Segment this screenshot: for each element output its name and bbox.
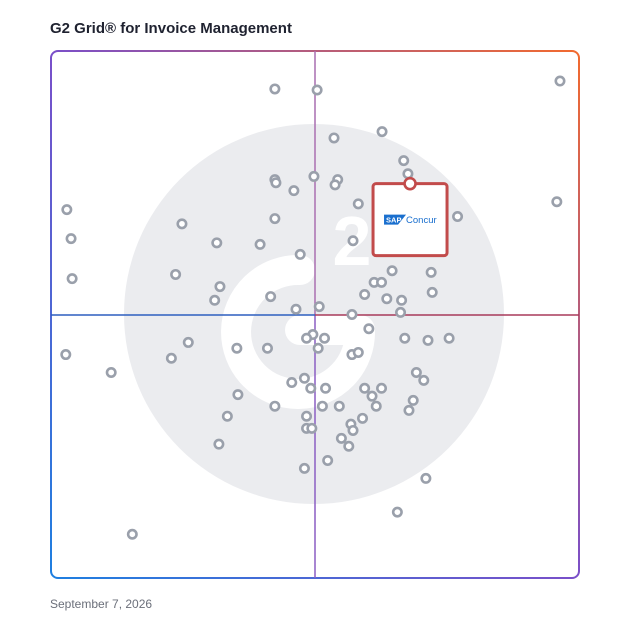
data-point[interactable] [329,179,341,191]
data-point[interactable] [352,346,364,358]
data-point[interactable] [288,185,300,197]
data-point[interactable] [443,332,455,344]
data-point[interactable] [319,332,331,344]
data-point[interactable] [269,400,281,412]
data-point[interactable] [65,233,77,245]
data-point[interactable] [170,268,182,280]
data-point[interactable] [376,276,388,288]
data-point[interactable] [182,336,194,348]
data-point[interactable] [399,332,411,344]
data-point[interactable] [425,266,437,278]
data-point[interactable] [363,323,375,335]
data-point[interactable] [165,352,177,364]
data-point[interactable] [261,342,273,354]
data-point[interactable] [328,132,340,144]
data-point[interactable] [269,83,281,95]
data-point[interactable] [366,390,378,402]
data-point[interactable] [420,472,432,484]
data-point[interactable] [407,394,419,406]
data-point[interactable] [357,412,369,424]
data-point[interactable] [211,237,223,249]
data-point[interactable] [308,170,320,182]
data-point[interactable] [312,342,324,354]
data-point[interactable] [269,213,281,225]
data-point[interactable] [452,210,464,222]
data-point[interactable] [346,308,358,320]
data-point[interactable] [105,366,117,378]
data-point[interactable] [60,349,72,361]
data-point[interactable] [313,301,325,313]
data-point[interactable] [376,382,388,394]
data-point[interactable] [554,75,566,87]
data-point[interactable] [403,404,415,416]
data-point[interactable] [254,238,266,250]
data-point[interactable] [306,422,318,434]
data-point[interactable] [176,218,188,230]
data-point[interactable] [426,286,438,298]
data-point[interactable] [316,400,328,412]
data-point[interactable] [422,334,434,346]
data-point[interactable] [391,506,403,518]
data-point[interactable] [343,440,355,452]
data-point[interactable] [213,438,225,450]
data-point[interactable] [352,198,364,210]
data-point[interactable] [347,424,359,436]
data-point[interactable] [301,332,313,344]
data-point[interactable] [294,248,306,260]
data-point[interactable] [381,293,393,305]
data-point[interactable] [322,454,334,466]
data-point[interactable] [376,126,388,138]
highlight-point[interactable] [403,176,417,191]
data-point[interactable] [232,389,244,401]
data-point[interactable] [214,281,226,293]
data-point[interactable] [359,382,371,394]
data-point[interactable] [402,168,414,180]
highlighted-product: SAP Concur [371,176,449,258]
sap-logo-icon [384,214,407,225]
report-date: September 7, 2026 [50,597,153,611]
data-point[interactable] [305,382,317,394]
data-point[interactable] [418,374,430,386]
data-point[interactable] [335,432,347,444]
data-point[interactable] [347,235,359,247]
data-point[interactable] [301,410,313,422]
data-point[interactable] [290,303,302,315]
data-point[interactable] [320,382,332,394]
data-point[interactable] [61,204,73,216]
data-point[interactable] [311,84,323,96]
data-point[interactable] [551,196,563,208]
chart-title: G2 Grid® for Invoice Management [50,20,292,37]
data-point[interactable] [221,410,233,422]
concur-label: Concur [406,215,437,226]
data-points [60,75,566,540]
sap-label: SAP [386,216,401,225]
data-point[interactable] [359,288,371,300]
data-point[interactable] [398,155,410,167]
data-point[interactable] [386,265,398,277]
data-point[interactable] [286,376,298,388]
data-point[interactable] [265,291,277,303]
data-point[interactable] [396,294,408,306]
data-point[interactable] [270,177,282,189]
data-point[interactable] [370,400,382,412]
data-point[interactable] [298,372,310,384]
data-point[interactable] [231,342,243,354]
data-point[interactable] [126,528,138,540]
data-point[interactable] [209,294,221,306]
data-point[interactable] [66,273,78,285]
data-point[interactable] [333,400,345,412]
data-point[interactable] [298,462,310,474]
data-point[interactable] [410,366,422,378]
data-point[interactable] [395,306,407,318]
